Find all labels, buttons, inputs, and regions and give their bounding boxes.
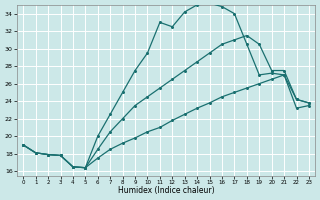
X-axis label: Humidex (Indice chaleur): Humidex (Indice chaleur)	[118, 186, 214, 195]
